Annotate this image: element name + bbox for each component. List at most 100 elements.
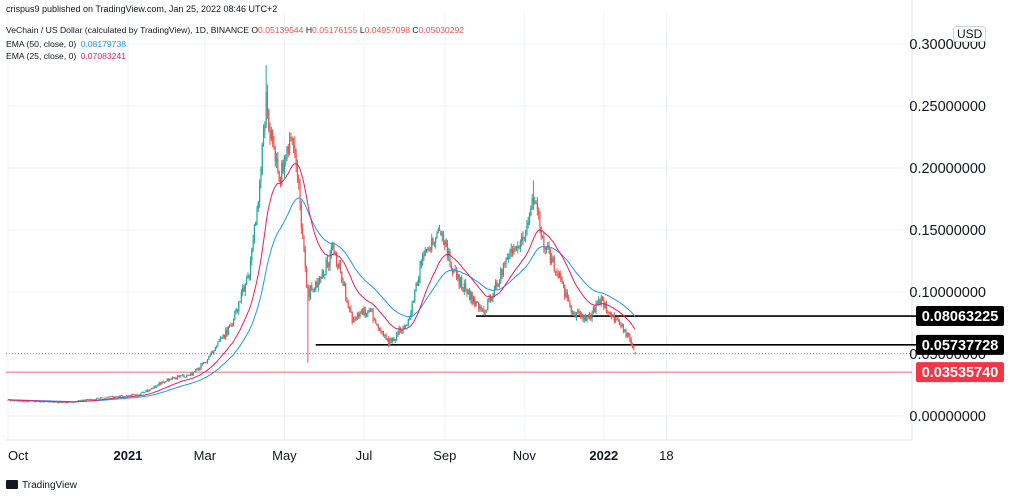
candle-body [498,281,501,285]
candle-body [348,307,351,309]
candle-body [539,214,541,228]
candle-body [243,287,245,292]
candle-body [175,378,177,380]
candle-body [278,170,280,182]
candle-body [429,248,432,250]
candle-body [26,401,29,403]
candle-body [442,233,445,242]
candle-body [222,334,224,338]
candle-body [621,324,623,327]
candle-body [551,258,553,263]
candle-body [169,378,171,381]
candle-body [570,306,572,313]
candle-body [321,271,323,279]
candle-body [455,269,458,279]
candle-body [176,375,179,379]
candle-body [146,390,149,392]
candle-body [467,289,469,294]
candle-body [527,222,529,226]
candle-body [389,338,391,346]
candle-body [541,237,544,239]
candle-body [369,309,372,312]
candle-body [505,257,507,264]
candle-body [600,296,602,304]
candle-body [230,325,232,327]
candle-body [131,394,133,396]
candle-body [566,292,568,298]
candle-body [213,350,215,354]
candle-body [385,334,387,340]
candle-body [347,302,349,308]
candle-body [142,392,145,393]
candle-body [252,240,254,250]
candle-body [210,351,212,355]
candle-body [145,390,147,393]
candle-body [257,201,259,209]
currency-button[interactable]: USD [953,26,987,42]
candle-body [519,241,521,247]
candle-body [162,381,164,383]
candle-body [560,273,562,281]
ohlc-value-h: 0.05176155 [312,25,358,35]
candle-body [88,399,90,401]
ohlc-value-o: 0.05139544 [258,25,304,35]
candle-body [20,400,22,402]
price-label-box [916,334,1004,355]
candle-body [382,332,385,336]
candle-body [209,354,211,357]
candle-body [202,362,205,364]
candle-body [148,390,150,392]
candle-body [179,375,181,377]
candle-body [77,400,80,402]
candle-body [515,245,518,249]
price-label-box [916,306,1004,327]
candle-body [126,395,128,397]
candle-body [446,240,448,256]
candle-body [291,137,293,141]
tradingview-brand: TradingView [22,480,78,491]
candle-body [390,338,392,342]
symbol-title[interactable]: VeChain / US Dollar (calculated by Tradi… [6,25,249,35]
candle-body [50,401,52,403]
price-label-text: 0.05737728 [922,338,999,354]
candle-body [196,368,198,370]
ohlc-key-c: C [410,25,419,35]
candle-body [120,395,123,397]
candle-body [365,313,368,316]
candle-body [206,359,209,363]
price-axis[interactable]: 0.000000000.050000000.100000000.15000000… [909,37,986,425]
candle-body [425,249,428,251]
ema25-legend[interactable]: EMA (25, close, 0) 0.07083241 [6,51,126,61]
candle-body [39,401,42,403]
candle-body [598,299,600,304]
candle-body [152,387,154,389]
candle-body [432,238,434,244]
candle-body [408,318,411,320]
candle-body [281,162,283,185]
y-tick-label: 0.10000000 [909,285,986,301]
candle-body [58,402,60,404]
candle-body [416,283,418,286]
candle-body [107,396,109,398]
candle-body [159,382,162,385]
candle-body [530,208,532,216]
candle-body [294,145,296,155]
candle-body [158,382,160,386]
candle-body [309,285,312,297]
candle-body [223,334,226,339]
candle-body [346,298,348,303]
candle-body [465,283,467,290]
candle-body [607,311,609,313]
candle-body [489,297,492,301]
candle-body [592,307,595,313]
candle-body [292,140,295,146]
time-axis[interactable]: Oct 2021 Mar May Jul Sep Nov 2022 18 [8,448,674,463]
candle-body [476,301,478,303]
candle-body [552,257,554,259]
candle-body [161,381,163,385]
candle-body [403,326,405,328]
ema50-legend[interactable]: EMA (50, close, 0) 0.08179738 [6,39,126,49]
candle-body [345,283,347,299]
candle-body [265,92,267,125]
